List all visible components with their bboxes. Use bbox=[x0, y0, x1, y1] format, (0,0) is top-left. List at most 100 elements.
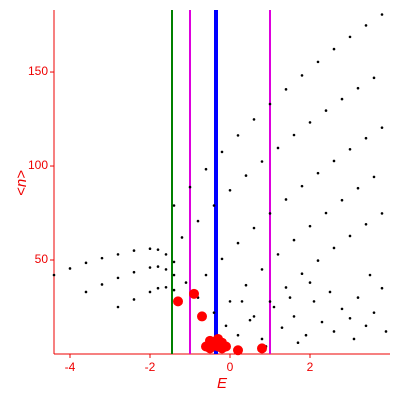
point bbox=[364, 136, 368, 140]
point bbox=[68, 267, 72, 270]
point bbox=[348, 234, 352, 238]
point bbox=[196, 219, 200, 223]
point bbox=[312, 300, 316, 303]
point bbox=[272, 305, 276, 309]
point bbox=[364, 324, 368, 328]
point bbox=[260, 160, 264, 163]
y-tick-label: 150 bbox=[28, 64, 48, 78]
point bbox=[172, 288, 176, 292]
point bbox=[248, 318, 252, 322]
point bbox=[380, 13, 384, 16]
point bbox=[116, 305, 120, 309]
point bbox=[352, 337, 356, 341]
point bbox=[300, 272, 304, 276]
point bbox=[316, 259, 320, 262]
point bbox=[332, 246, 336, 250]
point bbox=[316, 171, 320, 175]
point bbox=[132, 298, 136, 301]
point bbox=[340, 97, 344, 101]
point bbox=[184, 281, 188, 284]
point bbox=[380, 286, 384, 290]
point bbox=[236, 134, 240, 137]
point bbox=[212, 311, 216, 314]
point bbox=[288, 296, 292, 299]
point bbox=[368, 273, 372, 277]
point bbox=[380, 126, 384, 129]
point bbox=[276, 146, 280, 150]
point bbox=[364, 24, 368, 27]
point bbox=[236, 241, 240, 245]
point bbox=[348, 147, 352, 151]
point bbox=[292, 315, 296, 318]
point bbox=[332, 330, 336, 333]
point bbox=[164, 268, 168, 271]
point bbox=[348, 316, 352, 320]
point bbox=[252, 226, 256, 230]
x-axis-label: E bbox=[217, 375, 228, 392]
point bbox=[156, 265, 160, 268]
point bbox=[316, 60, 320, 64]
point bbox=[292, 238, 296, 242]
point bbox=[340, 198, 344, 202]
point bbox=[244, 174, 248, 177]
point bbox=[52, 273, 56, 277]
point bbox=[260, 337, 264, 341]
point bbox=[332, 47, 336, 51]
point bbox=[257, 343, 267, 354]
y-tick-label: 50 bbox=[35, 252, 49, 266]
point bbox=[372, 311, 376, 314]
x-tick-label: 0 bbox=[227, 360, 234, 374]
point bbox=[233, 345, 243, 356]
point bbox=[380, 212, 384, 215]
point bbox=[156, 248, 160, 251]
point bbox=[328, 290, 332, 294]
point bbox=[204, 167, 208, 171]
point bbox=[284, 286, 288, 289]
point bbox=[304, 333, 308, 337]
point bbox=[204, 273, 208, 277]
point bbox=[356, 86, 360, 90]
point bbox=[164, 285, 168, 289]
point bbox=[384, 330, 388, 333]
point bbox=[244, 283, 248, 287]
point bbox=[100, 256, 104, 260]
point bbox=[268, 300, 272, 303]
point bbox=[340, 307, 344, 311]
point bbox=[220, 150, 224, 154]
point bbox=[173, 296, 183, 307]
point bbox=[372, 76, 376, 80]
point bbox=[364, 222, 368, 226]
point bbox=[228, 188, 232, 192]
point bbox=[308, 224, 312, 228]
point bbox=[372, 175, 376, 179]
point bbox=[284, 198, 288, 201]
point bbox=[164, 253, 168, 256]
point bbox=[197, 311, 207, 322]
point bbox=[260, 268, 264, 271]
point bbox=[156, 286, 160, 290]
point bbox=[132, 249, 136, 252]
point bbox=[84, 290, 88, 294]
point bbox=[189, 288, 199, 299]
point bbox=[212, 204, 216, 207]
point bbox=[132, 270, 136, 274]
point bbox=[252, 118, 256, 121]
point bbox=[100, 283, 104, 286]
point bbox=[308, 121, 312, 124]
x-tick-label: -2 bbox=[145, 360, 156, 374]
point bbox=[172, 273, 176, 277]
point bbox=[292, 133, 296, 137]
point bbox=[148, 290, 152, 294]
point bbox=[148, 266, 152, 269]
point bbox=[84, 261, 88, 265]
point bbox=[180, 236, 184, 239]
point bbox=[205, 335, 215, 346]
point bbox=[217, 337, 227, 348]
point bbox=[300, 74, 304, 77]
point bbox=[356, 296, 360, 299]
point bbox=[172, 204, 176, 207]
point bbox=[332, 159, 336, 163]
point bbox=[220, 257, 224, 261]
point bbox=[116, 276, 120, 280]
